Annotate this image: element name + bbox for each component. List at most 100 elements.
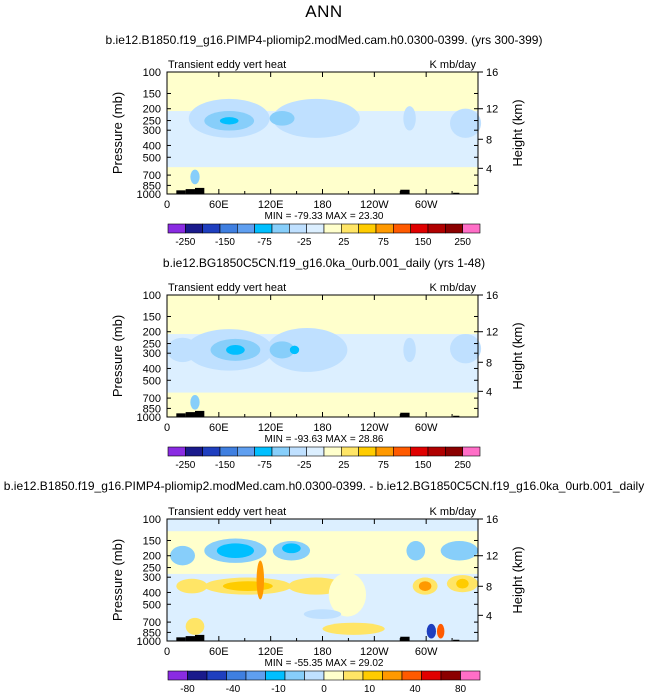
contour-region [426,623,437,639]
colorbar-swatch [401,670,422,681]
y-axis-title: Pressure (mb) [110,92,125,174]
colorbar-label: -150 [215,237,235,248]
contour-region [403,337,416,363]
colorbar-swatch [393,223,411,234]
colorbar-label: -80 [180,684,195,694]
colorbar-label: 0 [321,684,327,694]
colorbar-label: 80 [455,684,467,694]
colorbar-swatch [202,223,221,234]
y-right-axis-title: Height (km) [510,322,525,389]
panel-title: b.ie12.BG1850C5CN.f19_g16.0ka_0urb.001_d… [163,256,485,270]
contour-region [219,117,239,125]
x-tick-label: 0 [164,199,170,211]
colorbar-label: -250 [175,237,195,248]
y-tick-label: 700 [143,393,161,405]
x-tick-label: 120E [258,646,284,658]
contour-region [450,108,482,138]
contour-region [436,623,445,639]
y-tick-label: 250 [143,116,161,128]
y-tick-label: 150 [143,88,161,100]
y-right-tick-label: 12 [486,551,498,563]
y-tick-label: 850 [143,403,161,415]
panel-2: b.ie12.BG1850C5CN.f19_g16.0ka_0urb.001_d… [110,256,525,471]
y-tick-label: 400 [143,363,161,375]
y-tick-label: 700 [143,617,161,629]
colorbar-swatch [341,223,359,234]
colorbar-label: 10 [364,684,376,694]
x-tick-label: 60W [415,199,438,211]
colorbar-label: -25 [297,237,312,248]
colorbar-swatch [206,670,227,681]
contour-region [289,345,300,355]
colorbar-swatch [362,670,383,681]
y-tick-label: 500 [143,599,161,611]
colorbar-swatch [237,223,255,234]
x-tick-label: 0 [164,646,170,658]
contour-region [190,395,200,410]
colorbar-swatch [185,446,203,457]
colorbar-swatch [289,446,307,457]
colorbar-swatch [185,223,203,234]
terrain-mask [194,187,205,194]
y-right-tick-label: 4 [486,163,492,175]
colorbar-swatch [462,223,481,234]
colorbar-swatch [271,223,290,234]
y-tick-label: 150 [143,311,161,323]
y-tick-label: 300 [143,348,161,360]
y-tick-label: 100 [143,67,161,79]
colorbar-swatch [323,223,342,234]
y-right-tick-label: 8 [486,357,492,369]
colorbar-swatch [440,670,461,681]
contour-region [303,609,342,620]
page-title: ANN [305,2,343,21]
contour-region [185,617,205,635]
colorbar-label: 25 [338,460,350,471]
y-tick-label: 150 [143,535,161,547]
units-label: K mb/day [430,282,477,294]
min-max-stats: MIN = -79.33 MAX = 23.30 [265,211,384,222]
x-tick-label: 120W [360,646,389,658]
colorbar-label: -75 [257,237,272,248]
colorbar-swatch [254,223,273,234]
terrain-mask [453,415,460,417]
y-tick-label: 1000 [137,636,161,648]
contour-region [418,581,432,591]
colorbar-swatch [304,670,325,681]
x-tick-label: 180 [313,422,331,434]
colorbar-swatch [462,446,481,457]
colorbar-swatch [254,446,273,457]
y-tick-label: 250 [143,563,161,575]
colorbar-swatch [341,446,359,457]
y-right-tick-label: 16 [486,290,498,302]
contour-region [272,98,360,138]
y-right-axis-title: Height (km) [510,99,525,166]
colorbar-label: 75 [378,237,390,248]
colorbar-label: -75 [257,460,272,471]
colorbar-swatch [265,670,286,681]
min-max-stats: MIN = -93.63 MAX = 28.86 [265,434,384,445]
y-tick-label: 100 [143,290,161,302]
x-tick-label: 120E [258,199,284,211]
contour-region [282,543,301,554]
terrain-mask [194,410,205,417]
colorbar-swatch [167,446,186,457]
y-axis-title: Pressure (mb) [110,315,125,397]
y-tick-label: 400 [143,140,161,152]
y-tick-label: 100 [143,514,161,526]
y-tick-label: 250 [143,339,161,351]
colorbar-swatch [226,670,247,681]
contour-region [176,578,208,594]
colorbar-swatch [427,446,446,457]
y-tick-label: 500 [143,375,161,387]
colorbar-label: 150 [415,237,432,248]
contour-region [266,327,348,372]
min-max-stats: MIN = -55.35 MAX = 29.02 [265,658,384,669]
colorbar-swatch [421,670,442,681]
colorbar-swatch [375,446,394,457]
contour-region [440,540,478,561]
colorbar-swatch [202,446,221,457]
contour-region [269,341,295,359]
field-label: Transient eddy vert heat [168,59,286,71]
y-tick-label: 300 [143,125,161,137]
